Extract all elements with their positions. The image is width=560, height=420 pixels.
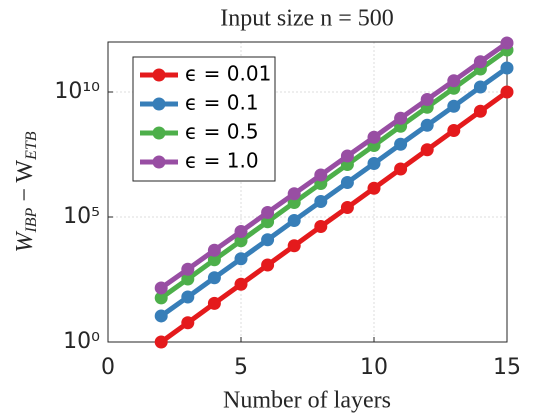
- marker: [367, 181, 381, 195]
- x-tick-label: 15: [493, 355, 521, 380]
- marker: [314, 219, 328, 233]
- marker: [261, 258, 275, 272]
- marker: [500, 85, 514, 99]
- marker: [234, 277, 248, 291]
- marker: [394, 162, 408, 176]
- legend-marker: [152, 155, 166, 169]
- x-tick-label: 0: [101, 355, 115, 380]
- marker: [394, 137, 408, 151]
- marker: [420, 118, 434, 132]
- x-tick-label: 5: [234, 355, 248, 380]
- marker: [261, 215, 275, 229]
- marker: [367, 157, 381, 171]
- chart-title: Input size n = 500: [220, 6, 394, 32]
- marker: [473, 80, 487, 94]
- marker: [420, 143, 434, 157]
- marker: [207, 271, 221, 285]
- marker: [261, 233, 275, 247]
- marker: [181, 262, 195, 276]
- y-tick-label: 10⁵: [63, 204, 100, 229]
- marker: [314, 168, 328, 182]
- marker: [287, 187, 301, 201]
- y-axis-label: WIBP − WETB: [12, 131, 40, 252]
- legend-marker: [152, 68, 166, 82]
- marker: [154, 281, 168, 295]
- x-axis-label: Number of layers: [223, 388, 391, 414]
- legend-label: ϵ = 0.1: [185, 91, 259, 115]
- marker: [207, 253, 221, 267]
- marker: [261, 206, 275, 220]
- marker: [473, 104, 487, 118]
- marker: [500, 61, 514, 75]
- marker: [154, 309, 168, 323]
- marker: [447, 124, 461, 138]
- marker: [234, 225, 248, 239]
- marker: [367, 130, 381, 144]
- y-tick-label: 10¹⁰: [54, 79, 100, 104]
- legend-marker: [152, 97, 166, 111]
- marker: [500, 36, 514, 50]
- marker: [314, 194, 328, 208]
- marker: [287, 214, 301, 228]
- marker: [207, 296, 221, 310]
- marker: [234, 252, 248, 266]
- marker: [340, 200, 354, 214]
- marker: [181, 290, 195, 304]
- marker: [181, 272, 195, 286]
- marker: [154, 291, 168, 305]
- marker: [154, 335, 168, 349]
- marker: [473, 55, 487, 69]
- marker: [181, 316, 195, 330]
- marker: [340, 175, 354, 189]
- marker: [287, 239, 301, 253]
- marker: [207, 243, 221, 257]
- legend-label: ϵ = 1.0: [185, 149, 259, 173]
- y-tick-label: 10⁰: [63, 329, 100, 354]
- marker: [447, 74, 461, 88]
- marker: [234, 234, 248, 248]
- legend-label: ϵ = 0.5: [185, 120, 259, 144]
- legend-label: ϵ = 0.01: [185, 62, 271, 86]
- marker: [394, 111, 408, 125]
- marker: [340, 149, 354, 163]
- marker: [420, 93, 434, 107]
- marker: [447, 99, 461, 113]
- plot-frame: [107, 41, 508, 343]
- legend-marker: [152, 126, 166, 140]
- x-tick-label: 10: [360, 355, 388, 380]
